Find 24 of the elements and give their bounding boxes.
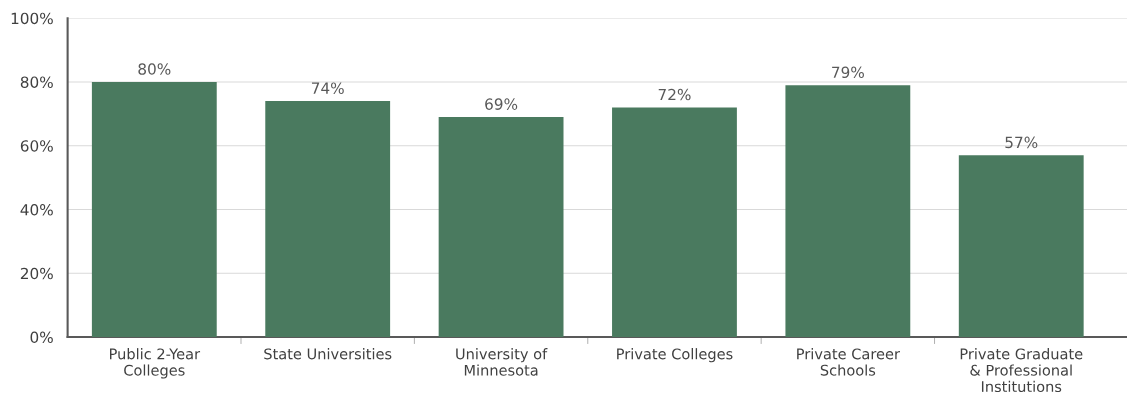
data-label: 80% (138, 63, 171, 75)
data-label: 69% (485, 98, 518, 110)
y-tick-label: 80% (20, 76, 53, 88)
y-tick-label: 60% (20, 140, 53, 152)
y-tick-label: 100% (11, 12, 53, 25)
bar (91, 81, 217, 338)
y-tick-label: 0% (30, 331, 53, 344)
data-label: 79% (832, 66, 864, 78)
bar (438, 117, 564, 338)
bar (958, 155, 1084, 338)
bar (612, 107, 737, 338)
x-tick-label: Private Career Schools (797, 348, 900, 376)
x-tick-label: Public 2-Year Colleges (110, 348, 201, 379)
bar (785, 85, 911, 338)
data-label: 74% (311, 82, 344, 94)
bar (265, 101, 391, 338)
data-label: 72% (658, 88, 691, 101)
x-tick-label: State Universities (264, 348, 392, 360)
y-tick-label: 40% (20, 203, 53, 216)
y-tick-label: 20% (20, 267, 53, 280)
x-tick-label: Private Graduate & Professional Institutions (960, 348, 1083, 393)
data-label: 57% (1005, 136, 1038, 149)
x-tick-label: University of Minnesota (456, 348, 548, 376)
x-tick-label: Private Colleges (617, 348, 733, 363)
